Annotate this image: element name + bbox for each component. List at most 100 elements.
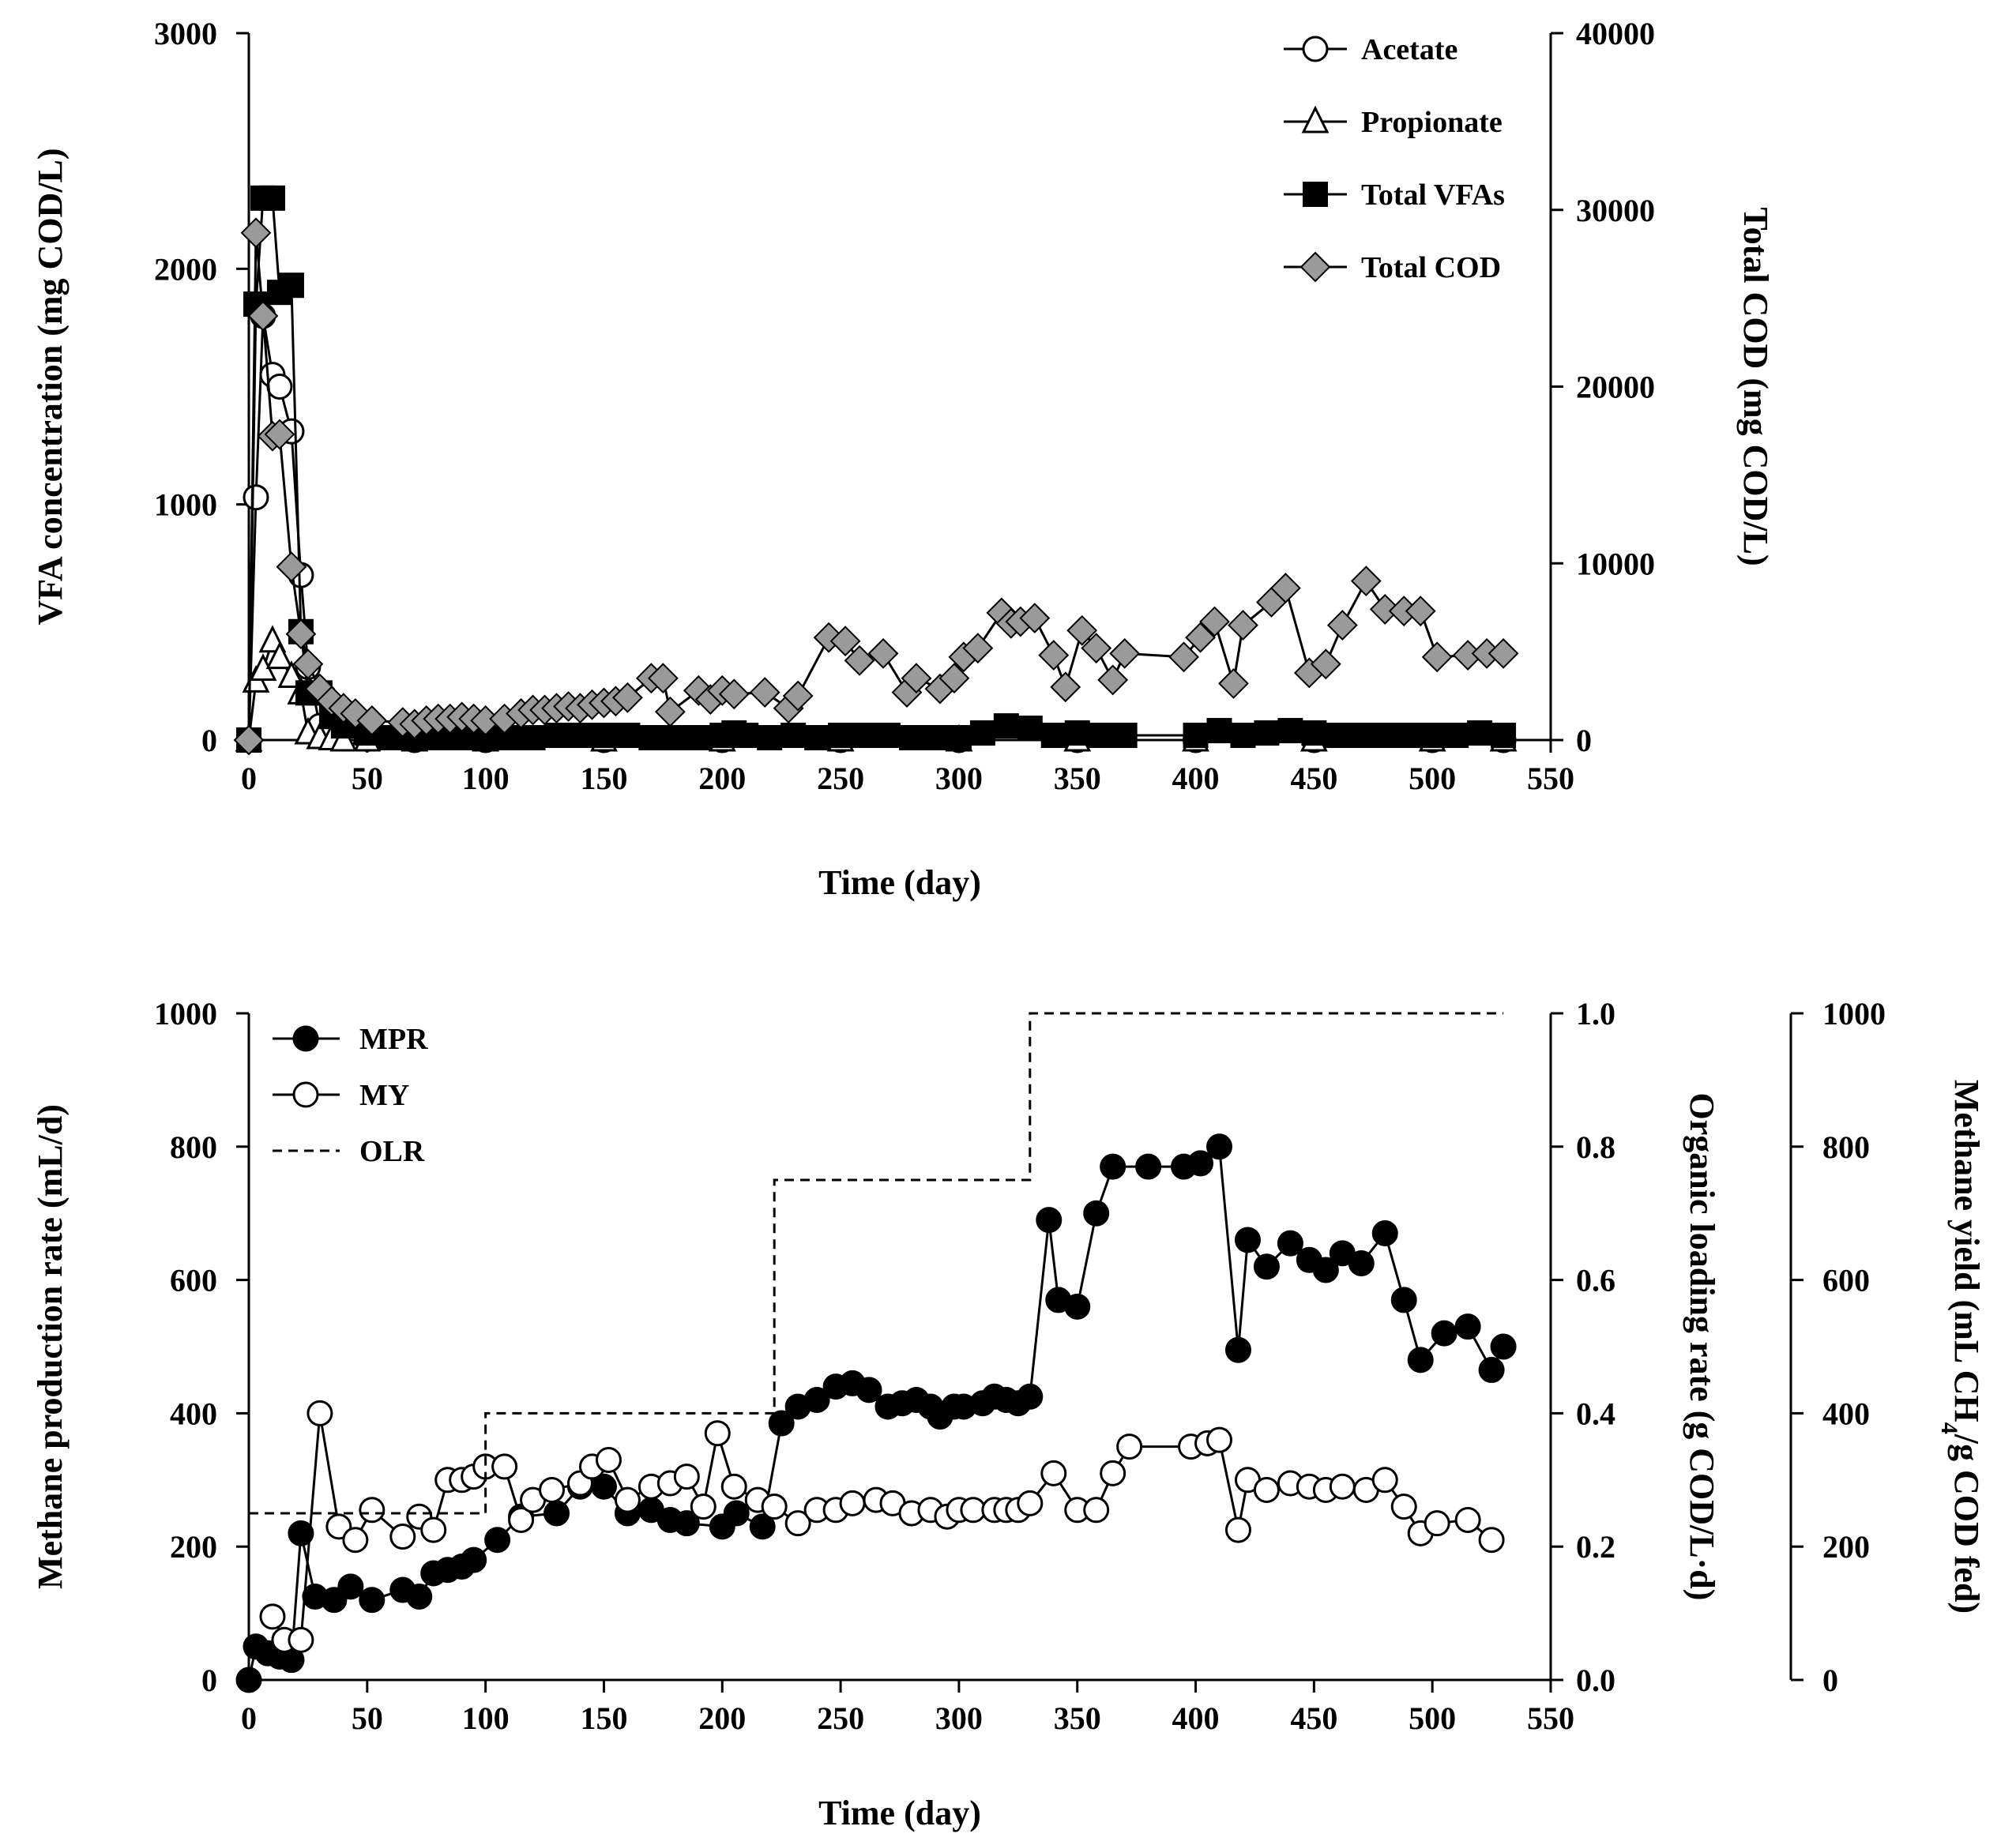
- chart2-point-mpr: [1083, 1200, 1110, 1227]
- chart1-point-total-cod: [1019, 603, 1051, 634]
- chart2-point-my: [1206, 1426, 1233, 1453]
- chart1-point-total-vfas: [662, 725, 688, 751]
- chart2-point-my: [720, 1473, 747, 1500]
- chart2-point-mpr: [484, 1527, 511, 1554]
- chart2-point-my: [491, 1453, 518, 1480]
- chart1-point-total-cod: [844, 644, 875, 676]
- chart2-point-mpr: [1390, 1287, 1417, 1313]
- chart1-point-total-cod: [1369, 594, 1401, 625]
- chart2-point-mpr: [1253, 1253, 1280, 1280]
- chart1-point-total-vfas: [922, 725, 948, 751]
- chart2-yl-tick-label: 200: [170, 1529, 217, 1565]
- chart1-point-total-vfas: [278, 272, 304, 299]
- chart2-yr2-label-sub: 4: [1937, 1422, 1963, 1434]
- chart2-x-tick-label: 300: [935, 1700, 983, 1736]
- chart1-point-total-cod: [1326, 610, 1358, 641]
- chart1-point-total-vfas: [1183, 723, 1209, 749]
- chart2-point-mpr: [1312, 1257, 1339, 1283]
- chart2-point-mpr: [803, 1387, 830, 1414]
- chart1-x-tick-label: 400: [1172, 761, 1220, 796]
- chart2-yr2-label-end: /g COD fed): [1947, 1434, 1986, 1614]
- chart1-yl-tick-label: 0: [201, 723, 217, 758]
- chart1-yl-tick-label: 2000: [154, 251, 217, 287]
- chart2-x-tick-label: 350: [1054, 1700, 1101, 1736]
- chart1-yr-label: Total COD (mg COD/L): [1736, 207, 1775, 566]
- chart2-yr-tick-label: 0.6: [1576, 1263, 1615, 1298]
- chart2-point-mpr: [1454, 1313, 1481, 1340]
- chart1-point-total-cod: [285, 618, 317, 650]
- chart1-x-tick-label: 550: [1527, 761, 1574, 796]
- chart1-point-total-vfas: [520, 725, 546, 751]
- chart2-point-my: [1424, 1510, 1450, 1537]
- chart2-yr2-tick-label: 0: [1822, 1663, 1838, 1698]
- chart1-legend-label: Total COD: [1361, 251, 1501, 284]
- chart1-point-total-cod: [938, 663, 970, 694]
- chart2-legend-label: OLR: [359, 1135, 425, 1168]
- chart1-x-tick-label: 450: [1290, 761, 1337, 796]
- chart1-point-total-vfas: [1348, 723, 1375, 749]
- chart1-point-total-cod: [1097, 664, 1129, 696]
- chart2-point-mpr: [1206, 1133, 1233, 1160]
- chart1-point-total-cod: [718, 678, 750, 710]
- chart1-point-total-cod: [867, 637, 899, 669]
- chart2-yl-tick-label: 600: [170, 1263, 217, 1298]
- chart1-point-total-vfas: [1254, 720, 1280, 746]
- chart1-point-total-cod: [1218, 667, 1249, 699]
- chart2-point-mpr: [1431, 1320, 1457, 1347]
- chart2-point-my: [389, 1524, 416, 1550]
- chart1-point-total-vfas: [591, 723, 617, 749]
- chart2-point-my: [1371, 1467, 1398, 1494]
- chart2-point-my: [259, 1603, 286, 1630]
- chart1-point-total-vfas: [993, 713, 1019, 739]
- chart1-point-total-cod: [276, 551, 307, 583]
- chart1-point-total-cod: [962, 633, 994, 664]
- chart2-series-line-my: [271, 1413, 1493, 1641]
- chart1-x-label: Time (day): [818, 863, 981, 902]
- chart2-point-my: [1040, 1460, 1067, 1486]
- chart1-yr-tick-label: 40000: [1576, 16, 1655, 51]
- chart1-point-total-cod: [1081, 633, 1112, 664]
- chart2-yr2-label: Methane yield (mL CH4/g COD fed): [1937, 1080, 1987, 1614]
- chart1-point-total-vfas: [1088, 723, 1114, 749]
- chart2-point-mpr: [1135, 1153, 1162, 1180]
- chart1-point-acetate: [243, 484, 269, 511]
- chart2-point-my: [673, 1464, 700, 1490]
- chart1-point-total-cod: [247, 300, 279, 332]
- chart2-legend-marker: [292, 1081, 319, 1108]
- chart1-legend-label: Propionate: [1361, 106, 1503, 139]
- chart1-x-tick-label: 350: [1054, 761, 1101, 796]
- chart2-point-mpr: [235, 1667, 262, 1693]
- chart1-legend-marker: [1302, 36, 1329, 62]
- chart2-point-my: [1083, 1497, 1110, 1524]
- chart2-point-mpr: [461, 1546, 487, 1573]
- chart1-x-tick-label: 200: [698, 761, 746, 796]
- chart1-point-acetate: [266, 374, 293, 400]
- chart2-point-my: [690, 1494, 717, 1520]
- chart1-point-total-cod: [264, 419, 295, 450]
- chart1-yr-tick-label: 10000: [1576, 546, 1655, 581]
- chart1-point-total-vfas: [1064, 720, 1090, 746]
- chart1-point-total-vfas: [1491, 723, 1517, 749]
- chart1-legend-label: Total VFAs: [1361, 178, 1505, 212]
- chart2-point-my: [1390, 1494, 1417, 1520]
- chart1-yr-tick-label: 20000: [1576, 370, 1655, 405]
- chart2-point-my: [1100, 1460, 1126, 1486]
- chart2-point-mpr: [749, 1513, 776, 1540]
- chart1-x-tick-label: 500: [1409, 761, 1456, 796]
- chart1-x-tick-label: 50: [352, 761, 383, 796]
- chart1-point-total-vfas: [1301, 720, 1327, 746]
- chart1-point-total-cod: [1038, 640, 1070, 671]
- chart2-point-mpr: [1348, 1250, 1375, 1276]
- chart1-x-tick-label: 0: [241, 761, 257, 796]
- chart1-point-total-vfas: [969, 720, 995, 746]
- chart2-x-tick-label: 0: [241, 1700, 257, 1736]
- chart1-point-total-vfas: [852, 723, 878, 749]
- chart1-point-total-cod: [1421, 641, 1453, 673]
- chart2-yr2-tick-label: 800: [1822, 1129, 1870, 1165]
- chart1-point-total-cod: [1228, 610, 1258, 641]
- chart2-point-my: [839, 1490, 866, 1516]
- chart1-point-total-vfas: [1206, 718, 1232, 744]
- chart2-yr2-tick-label: 600: [1822, 1263, 1870, 1298]
- chart2-point-mpr: [673, 1510, 700, 1537]
